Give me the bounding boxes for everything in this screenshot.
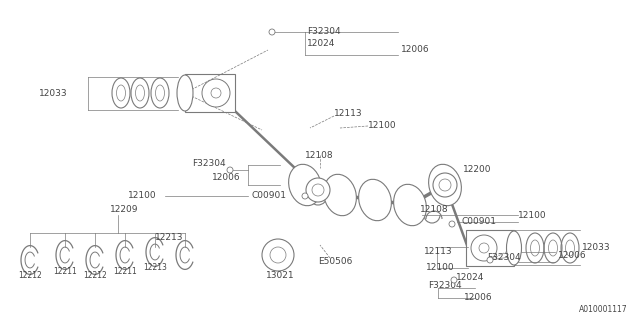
Circle shape — [449, 221, 455, 227]
Circle shape — [302, 193, 308, 199]
Ellipse shape — [394, 184, 426, 226]
Ellipse shape — [324, 174, 356, 216]
Text: A010001117: A010001117 — [579, 305, 628, 314]
Text: 12033: 12033 — [40, 89, 68, 98]
Text: 12211: 12211 — [113, 267, 137, 276]
Text: 12209: 12209 — [110, 205, 138, 214]
Circle shape — [471, 235, 497, 261]
Circle shape — [227, 167, 233, 173]
Text: 13021: 13021 — [266, 270, 294, 279]
Text: 12213: 12213 — [155, 234, 184, 243]
Text: 12024: 12024 — [307, 39, 335, 49]
Text: 12113: 12113 — [424, 247, 452, 257]
Text: 12006: 12006 — [212, 173, 241, 182]
Text: 12200: 12200 — [463, 165, 492, 174]
Text: 12024: 12024 — [456, 274, 484, 283]
Text: 12100: 12100 — [518, 211, 547, 220]
Text: 12212: 12212 — [83, 271, 107, 281]
Text: 12006: 12006 — [401, 45, 429, 54]
Text: 12006: 12006 — [558, 251, 587, 260]
Text: 12100: 12100 — [129, 191, 157, 201]
Text: F32304: F32304 — [192, 158, 226, 167]
Ellipse shape — [358, 179, 392, 221]
Ellipse shape — [429, 164, 461, 206]
Text: E50506: E50506 — [318, 258, 353, 267]
Text: 12211: 12211 — [53, 267, 77, 276]
Circle shape — [269, 29, 275, 35]
Text: 12108: 12108 — [305, 150, 333, 159]
Text: C00901: C00901 — [461, 218, 496, 227]
Text: C00901: C00901 — [252, 191, 287, 201]
Text: 12033: 12033 — [582, 244, 611, 252]
Circle shape — [433, 173, 457, 197]
Text: 12212: 12212 — [18, 271, 42, 281]
Bar — [466, 230, 514, 266]
Text: 12213: 12213 — [143, 263, 167, 273]
Circle shape — [487, 257, 493, 263]
Circle shape — [451, 277, 457, 283]
Circle shape — [306, 178, 330, 202]
Ellipse shape — [506, 231, 522, 265]
Text: 12100: 12100 — [426, 263, 454, 273]
Text: F32304: F32304 — [487, 252, 520, 261]
Text: F32304: F32304 — [307, 28, 340, 36]
Ellipse shape — [177, 75, 193, 111]
Text: 12006: 12006 — [464, 292, 493, 301]
Text: 12108: 12108 — [420, 205, 449, 214]
Text: F32304: F32304 — [428, 281, 461, 290]
Ellipse shape — [289, 164, 321, 206]
Circle shape — [262, 239, 294, 271]
Text: 12113: 12113 — [334, 108, 363, 117]
Text: 12100: 12100 — [368, 122, 397, 131]
Circle shape — [202, 79, 230, 107]
Bar — [185, 74, 235, 112]
